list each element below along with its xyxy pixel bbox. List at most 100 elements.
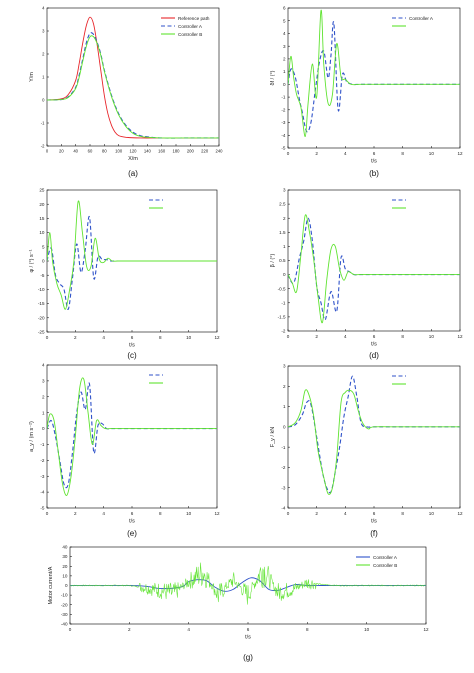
- x-tick-label: 2: [315, 511, 318, 516]
- y-tick-label: 30: [62, 554, 68, 559]
- x-tick-label: 8: [159, 335, 162, 340]
- y-tick-label: 20: [62, 564, 68, 569]
- series-line-controller-b: [288, 214, 460, 324]
- y-tick-label: 0: [42, 97, 45, 102]
- x-tick-label: 40: [73, 149, 78, 154]
- x-tick-label: 6: [373, 151, 376, 156]
- x-tick-label: 0: [287, 334, 290, 339]
- y-tick-label: 5: [283, 18, 286, 23]
- legend: [149, 199, 163, 209]
- y-tick-label: -2: [281, 465, 286, 470]
- y-tick-label: -4: [281, 506, 286, 511]
- y-tick-label: 0.5: [279, 258, 286, 263]
- y-tick-label: 1: [42, 410, 45, 415]
- y-tick-label: 2: [42, 51, 45, 56]
- panel-label: (a): [128, 169, 138, 178]
- x-tick-label: 12: [423, 627, 429, 632]
- x-tick-label: 6: [131, 511, 134, 516]
- y-tick-label: 3: [42, 28, 45, 33]
- y-tick-label: 4: [42, 5, 45, 10]
- y-tick-label: 4: [42, 363, 45, 368]
- y-axis-label: F_y / kN: [270, 427, 276, 448]
- x-axis-label: t/s: [371, 342, 377, 348]
- y-tick-label: -0.5: [278, 286, 286, 291]
- y-tick-label: -5: [40, 506, 45, 511]
- plot-frame: [287, 365, 461, 509]
- y-tick-label: -4: [281, 133, 286, 138]
- series-line-controller-b: [288, 389, 460, 495]
- x-tick-label: 10: [429, 151, 435, 156]
- y-tick-label: -2: [281, 107, 286, 112]
- series-line-controller-a: [288, 217, 460, 321]
- legend: Controller A: [392, 16, 434, 27]
- plot-area: [288, 214, 460, 324]
- x-tick-label: 180: [173, 149, 181, 154]
- y-tick-label: 2: [283, 384, 286, 389]
- y-tick-label: 0: [42, 426, 45, 431]
- y-tick-label: -40: [61, 622, 68, 627]
- y-tick-label: 15: [39, 216, 45, 221]
- x-tick-label: 240: [216, 149, 224, 154]
- legend: [149, 374, 163, 384]
- series-line-controller-b: [47, 35, 219, 139]
- x-axis-label: t/s: [245, 635, 251, 641]
- y-tick-label: -3: [281, 485, 286, 490]
- x-tick-label: 0: [46, 149, 49, 154]
- x-tick-label: 12: [457, 151, 463, 156]
- x-tick-label: 2: [315, 151, 318, 156]
- y-tick-label: -2: [281, 329, 286, 334]
- x-tick-label: 140: [144, 149, 152, 154]
- x-tick-label: 8: [306, 627, 309, 632]
- x-tick-label: 220: [201, 149, 209, 154]
- y-tick-label: 6: [283, 6, 286, 11]
- legend-label: Reference path: [178, 16, 210, 21]
- y-axis-label: β / (°): [270, 254, 276, 268]
- y-tick-label: -2: [40, 458, 45, 463]
- x-tick-label: 4: [344, 511, 347, 516]
- x-tick-label: 4: [344, 151, 347, 156]
- legend: Controller A Controller B: [356, 555, 398, 568]
- y-tick-label: 5: [42, 244, 45, 249]
- x-tick-label: 10: [364, 627, 370, 632]
- legend-label: Controller B: [178, 32, 202, 37]
- y-tick-label: 1: [42, 74, 45, 79]
- x-axis-label: X/m: [128, 156, 138, 162]
- y-tick-label: -2: [41, 143, 45, 148]
- plot-frame: [46, 364, 218, 509]
- y-tick-label: 10: [62, 573, 68, 578]
- x-axis-label: t/s: [129, 519, 135, 525]
- series-line-controller-b: [47, 377, 217, 496]
- y-tick-label: 0: [65, 583, 68, 588]
- x-axis-label: t/s: [371, 519, 377, 525]
- x-tick-label: 0: [46, 511, 49, 516]
- y-tick-label: 2.5: [279, 202, 286, 207]
- legend-label: Controller B: [373, 563, 397, 568]
- panel-label: (d): [369, 351, 379, 360]
- legend-label: Controller A: [178, 24, 203, 29]
- x-tick-label: 2: [128, 627, 131, 632]
- y-tick-label: -20: [38, 315, 45, 320]
- y-tick-label: 1: [283, 69, 286, 74]
- x-tick-label: 0: [46, 335, 49, 340]
- y-tick-label: 3: [283, 188, 286, 193]
- panel-label: (e): [127, 529, 137, 538]
- series-line-reference: [47, 16, 219, 139]
- y-tick-label: 0: [283, 424, 286, 429]
- y-axis-label: Y/m: [29, 72, 35, 82]
- x-tick-label: 100: [115, 149, 123, 154]
- y-axis-label: δf / (°): [270, 70, 276, 85]
- y-tick-label: -3: [281, 120, 286, 125]
- y-tick-label: -1.5: [278, 315, 286, 320]
- x-tick-label: 8: [401, 511, 404, 516]
- y-tick-label: -15: [38, 301, 45, 306]
- y-tick-label: 1: [283, 404, 286, 409]
- y-tick-label: -5: [40, 273, 45, 278]
- x-tick-label: 2: [74, 511, 77, 516]
- x-tick-label: 10: [429, 334, 435, 339]
- y-tick-label: 2: [283, 57, 286, 62]
- x-tick-label: 0: [287, 511, 290, 516]
- plot-area: [288, 10, 460, 138]
